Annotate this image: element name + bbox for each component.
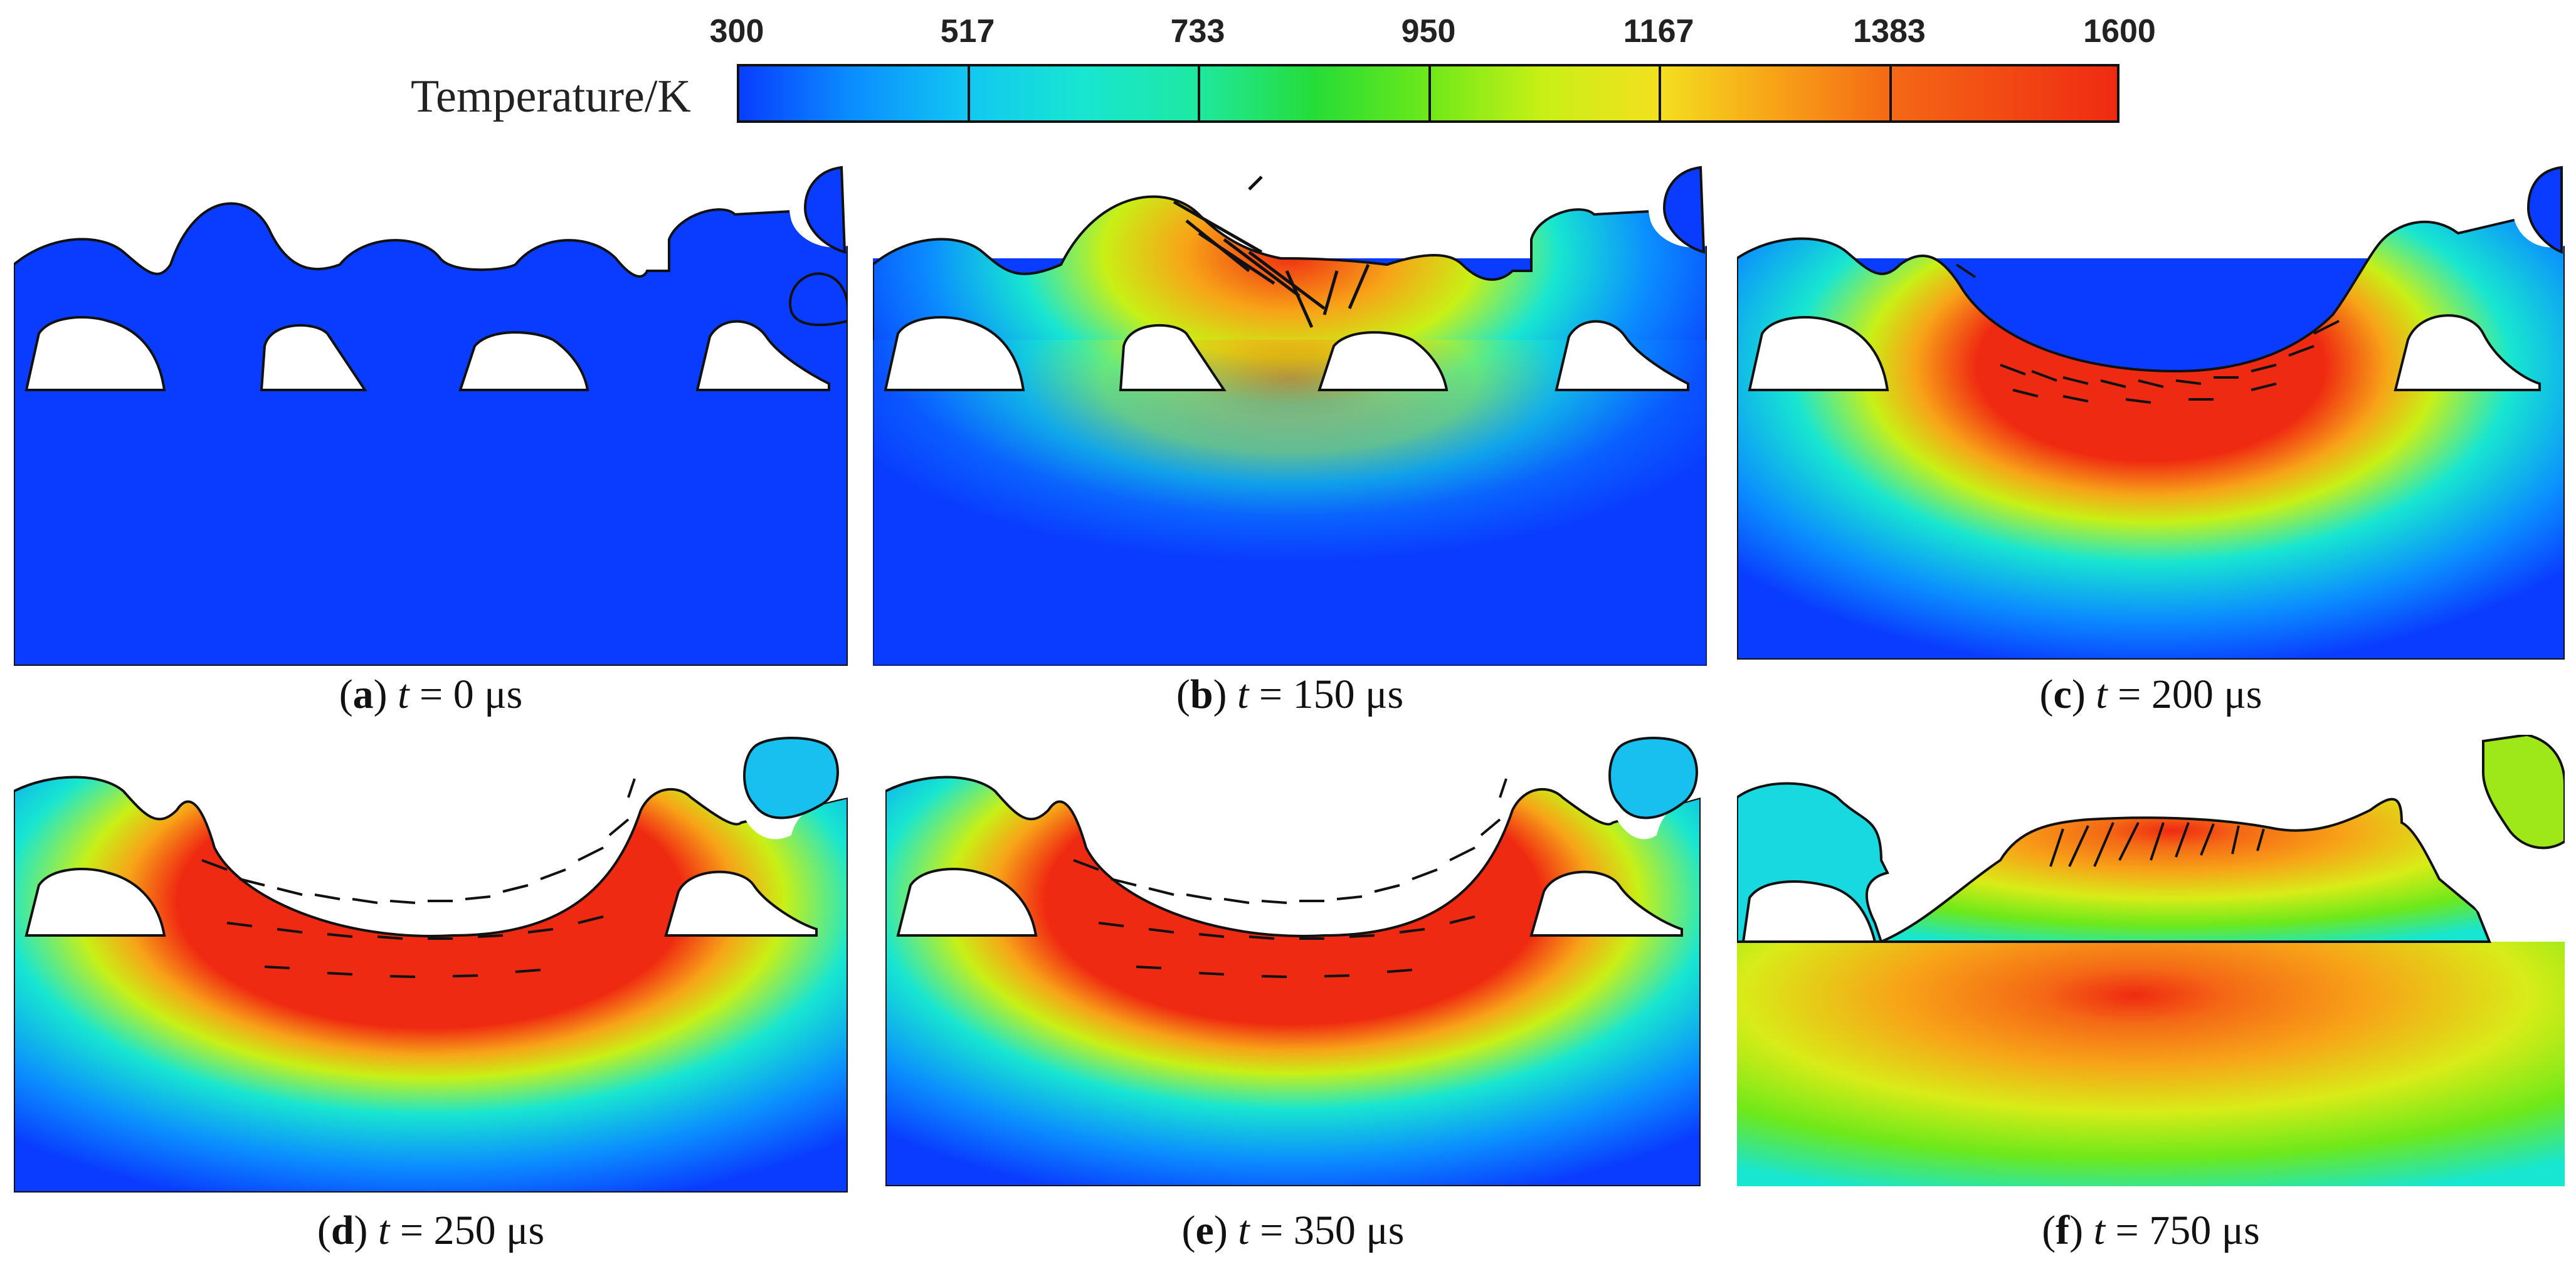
caption-e: (e) t = 350 μs [1181, 1208, 1405, 1253]
velocity-arrows-c [1955, 263, 2340, 404]
colorbar-tick-1167: 1167 [1623, 13, 1694, 50]
caption-c: (c) t = 200 μs [2039, 671, 2262, 717]
colorbar-tick-950: 950 [1401, 13, 1456, 50]
velocity-arrows-f [2049, 822, 2265, 867]
caption-f: (f) t = 750 μs [2042, 1208, 2260, 1253]
colorbar-tick-517: 517 [940, 13, 995, 50]
colorbar-tick-733: 733 [1170, 13, 1225, 50]
panel-f [1737, 735, 2565, 1186]
caption-b: (b) t = 150 μs [1176, 671, 1404, 717]
panel-c [1737, 164, 2565, 660]
colorbar-gradient [737, 64, 2119, 123]
panel-b [873, 164, 1707, 666]
panel-e [885, 735, 1701, 1186]
velocity-arrows-e [1073, 778, 1507, 978]
panel-d [14, 735, 848, 1193]
panel-a [14, 164, 848, 666]
colorbar-tick-1600: 1600 [2083, 13, 2156, 50]
caption-a: (a) t = 0 μs [339, 671, 523, 717]
colorbar-tick-300: 300 [709, 13, 764, 50]
temperature-colorbar: Temperature/K 300 517 733 950 1167 1383 … [0, 0, 2576, 138]
colorbar-label: Temperature/K [411, 71, 691, 122]
caption-d: (d) t = 250 μs [317, 1208, 545, 1253]
velocity-arrows-b [1173, 176, 1370, 329]
colorbar-tick-1383: 1383 [1853, 13, 1926, 50]
velocity-arrows-d [201, 778, 636, 978]
